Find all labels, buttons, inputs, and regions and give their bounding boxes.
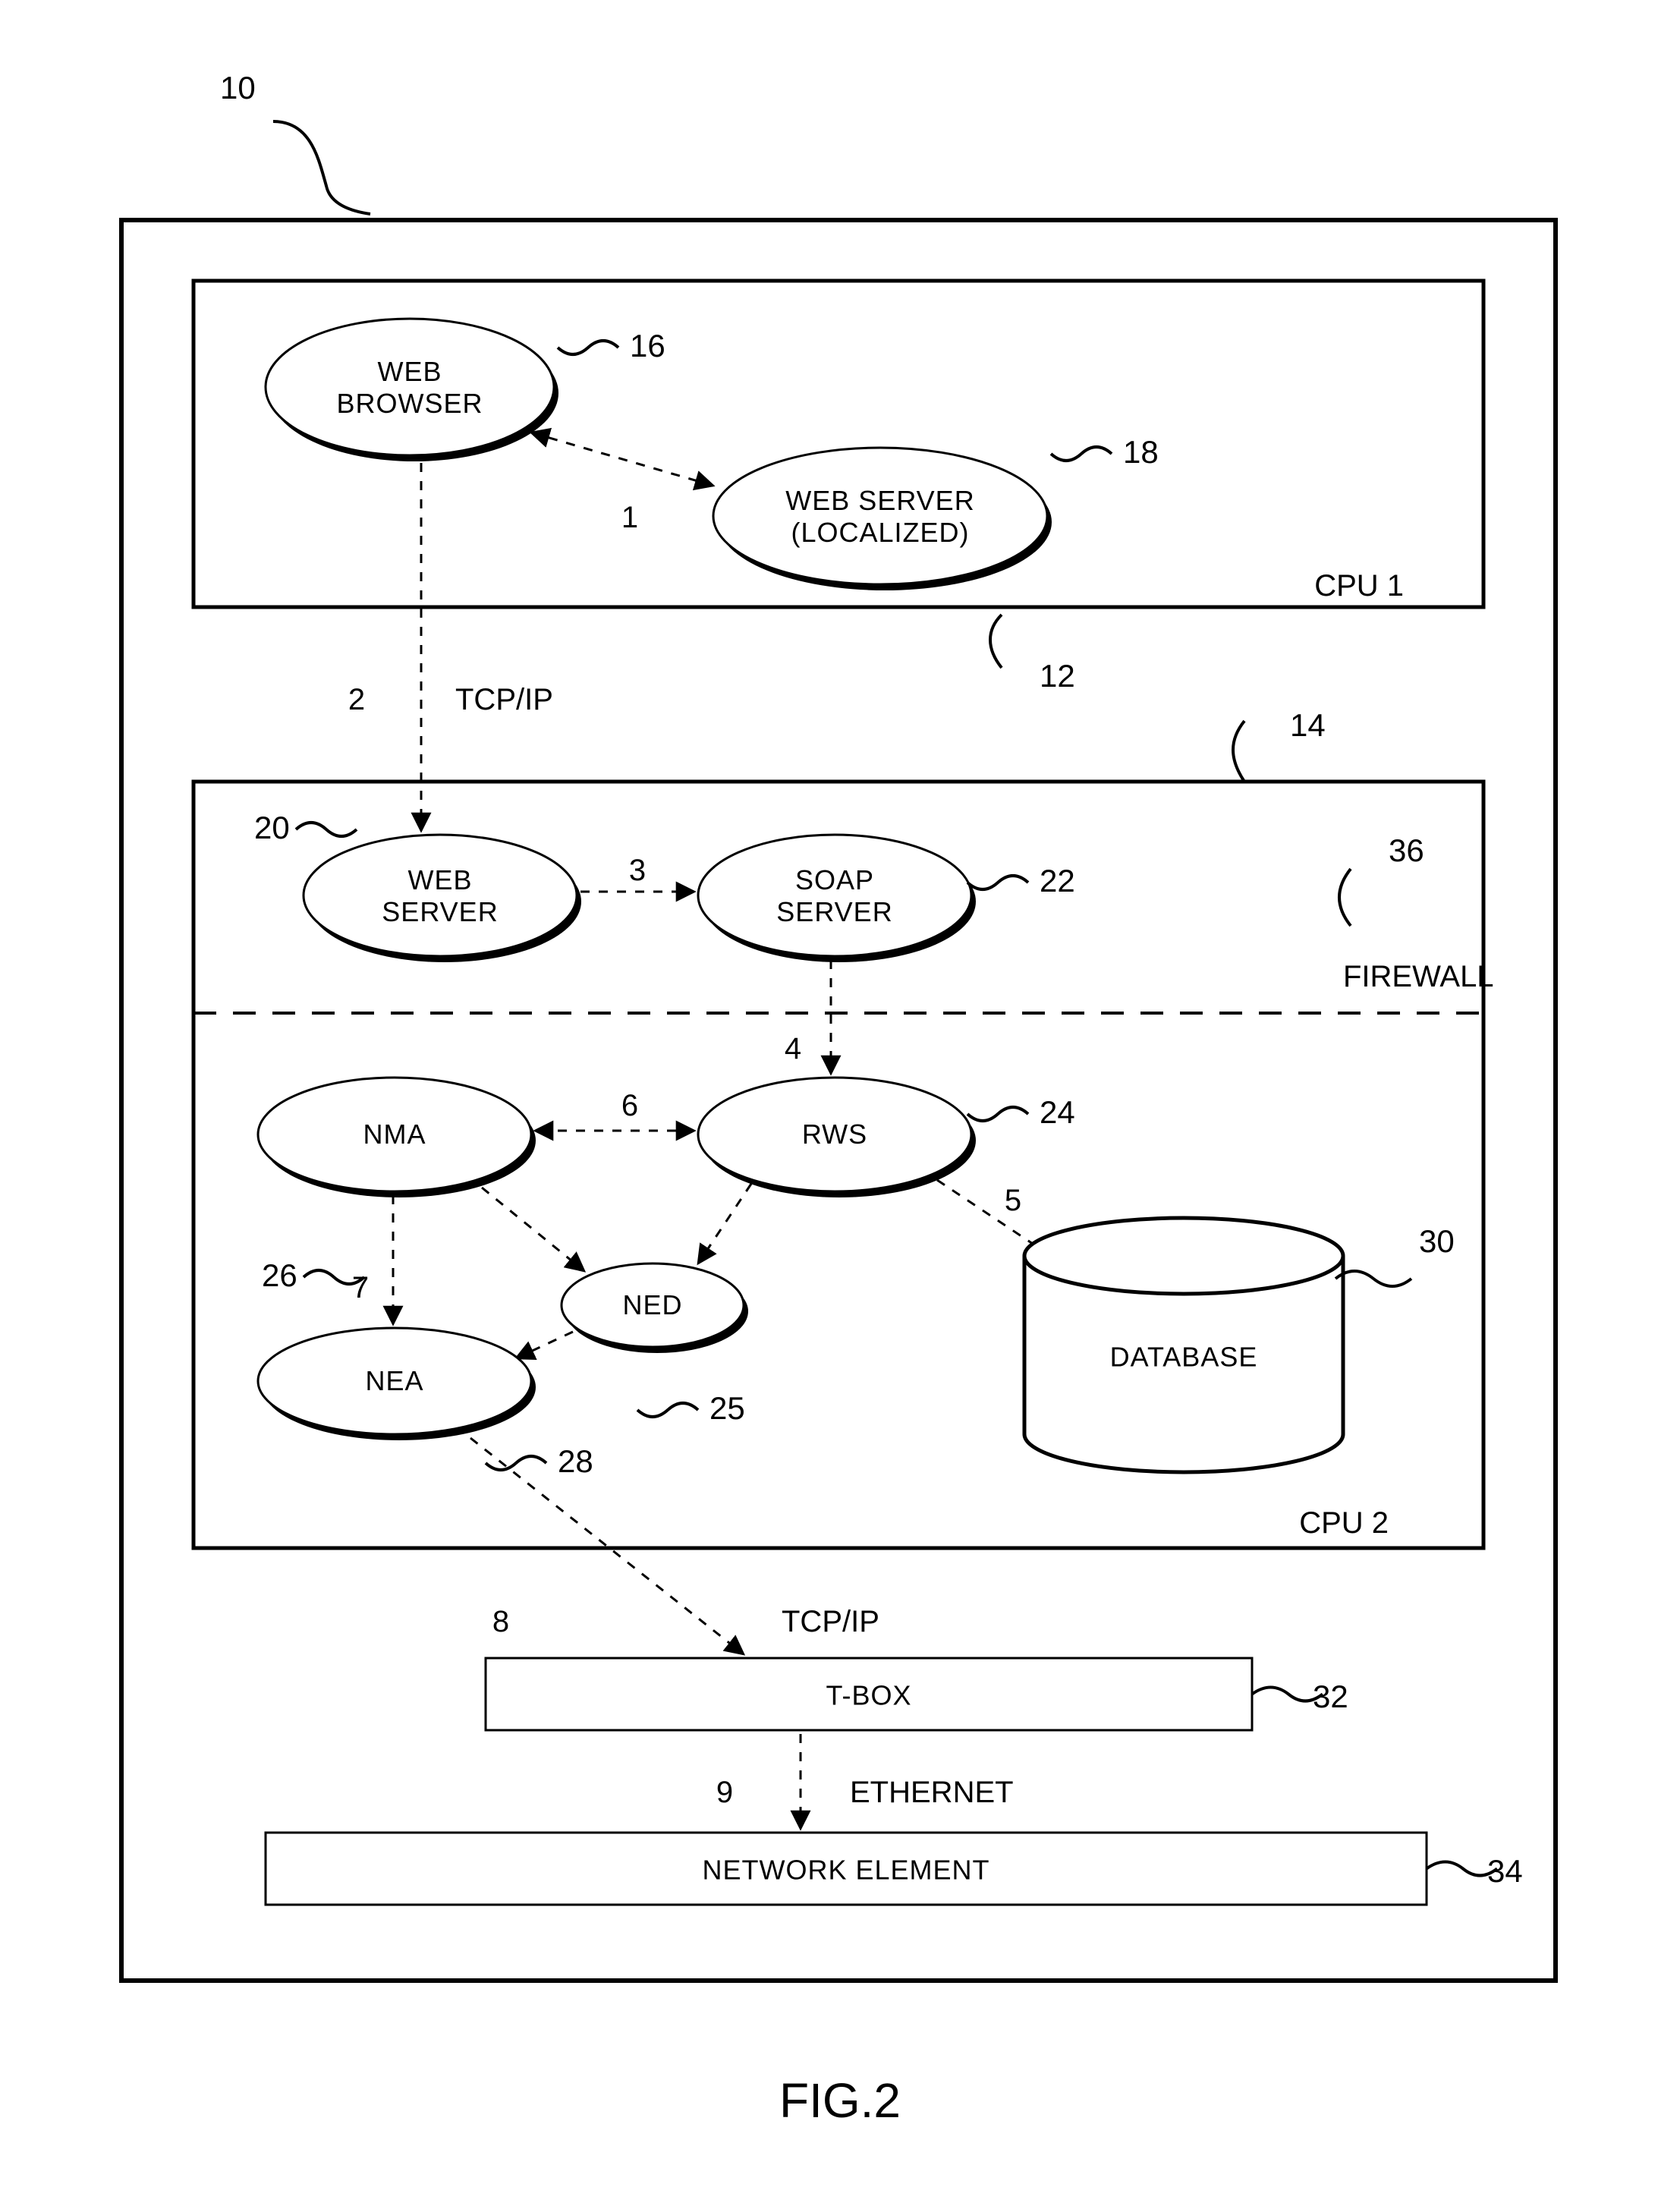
svg-text:BROWSER: BROWSER [336,388,483,419]
svg-text:5: 5 [1005,1184,1021,1217]
svg-text:NETWORK ELEMENT: NETWORK ELEMENT [702,1855,989,1886]
svg-text:18: 18 [1123,434,1159,470]
svg-text:CPU 1: CPU 1 [1314,569,1404,603]
svg-text:36: 36 [1389,832,1424,868]
svg-text:TCP/IP: TCP/IP [782,1605,879,1638]
svg-text:2: 2 [348,683,365,716]
svg-text:NMA: NMA [363,1119,426,1150]
svg-text:6: 6 [621,1089,638,1122]
svg-text:25: 25 [709,1390,745,1426]
svg-text:FIREWALL: FIREWALL [1343,960,1494,993]
svg-text:NED: NED [622,1289,682,1320]
svg-text:TCP/IP: TCP/IP [455,683,553,716]
svg-text:ETHERNET: ETHERNET [850,1776,1014,1809]
svg-text:30: 30 [1419,1223,1455,1259]
diagram-canvas: 10CPU 112CPU 214FIREWALL3612TCP/IP345678… [0,0,1680,2187]
svg-text:9: 9 [716,1776,733,1809]
leader-10 [273,121,370,214]
svg-text:3: 3 [629,854,646,887]
svg-text:WEB SERVER: WEB SERVER [785,485,974,516]
svg-text:DATABASE: DATABASE [1110,1342,1258,1373]
svg-text:SERVER: SERVER [382,896,498,927]
svg-text:7: 7 [352,1271,369,1304]
node-nma [258,1078,536,1284]
svg-text:26: 26 [262,1257,297,1293]
svg-text:SOAP: SOAP [795,864,874,895]
edge-ned_nea [516,1332,573,1358]
svg-text:RWS: RWS [802,1119,867,1150]
svg-text:12: 12 [1040,658,1075,694]
svg-text:FIG.2: FIG.2 [779,2073,901,2128]
node-nea [258,1328,546,1470]
svg-text:20: 20 [254,810,290,845]
edge-nma_ned [482,1188,584,1271]
svg-text:22: 22 [1040,863,1075,898]
svg-text:NEA: NEA [365,1365,423,1396]
edge-e1 [531,433,713,486]
svg-text:28: 28 [558,1443,593,1479]
svg-text:16: 16 [630,328,665,363]
svg-text:WEB: WEB [377,356,442,387]
edge-rws_ned [698,1184,751,1263]
svg-text:CPU 2: CPU 2 [1299,1506,1389,1540]
svg-text:14: 14 [1290,707,1326,743]
svg-text:T-BOX: T-BOX [826,1680,911,1711]
svg-text:10: 10 [220,70,256,105]
svg-text:1: 1 [621,501,638,534]
svg-text:24: 24 [1040,1094,1075,1130]
svg-text:SERVER: SERVER [776,896,892,927]
svg-text:(LOCALIZED): (LOCALIZED) [791,517,969,548]
svg-text:4: 4 [785,1032,801,1065]
svg-text:8: 8 [492,1605,509,1638]
svg-text:WEB: WEB [407,864,472,895]
